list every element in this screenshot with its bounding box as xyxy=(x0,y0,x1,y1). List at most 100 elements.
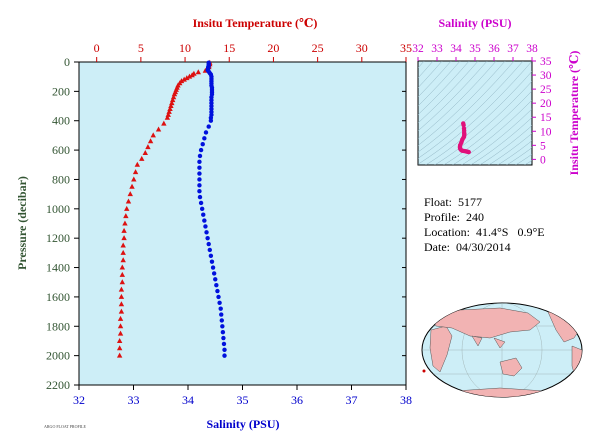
pressure-tick-label: 200 xyxy=(52,84,70,98)
ts-salinity-tick-label: 33 xyxy=(431,43,443,55)
ts-temperature-tick-label: 5 xyxy=(540,140,546,152)
temperature-tick-label: 5 xyxy=(138,41,144,55)
salinity-point xyxy=(215,288,220,294)
temperature-point xyxy=(171,91,178,97)
temperature-point xyxy=(116,345,123,351)
temperature-point xyxy=(139,155,145,161)
float-location-marker xyxy=(422,369,426,373)
ts-salinity-tick-label: 32 xyxy=(412,43,424,55)
temperature-point xyxy=(116,352,123,358)
density-contour xyxy=(418,61,532,165)
profile-chart: 0 5 10 15 20 25 30 35 32 33 34 35 36 37 38 0 200 400 600 80… xyxy=(15,16,412,431)
salinity-point xyxy=(206,241,211,247)
salinity-point xyxy=(211,271,217,276)
temperature-point xyxy=(117,323,124,329)
float-id: Float: 5177 xyxy=(424,195,483,209)
salinity-point xyxy=(197,194,203,200)
salinity-point xyxy=(208,118,214,123)
salinity-point xyxy=(203,224,208,229)
temperature-point xyxy=(150,132,156,138)
salinity-point xyxy=(206,124,211,129)
salinity-point xyxy=(203,130,209,135)
density-contour xyxy=(470,117,532,165)
temperature-axis-title: Insitu Temperature (℃) xyxy=(193,16,318,30)
salinity-point xyxy=(199,206,205,212)
date: Date: 04/30/2014 xyxy=(424,240,511,254)
contour-lines xyxy=(418,61,532,165)
temperature-point xyxy=(161,120,167,126)
salinity-point xyxy=(205,235,210,241)
pressure-tick-label: 400 xyxy=(52,114,70,128)
salinity-point xyxy=(219,312,224,317)
salinity-point xyxy=(207,247,212,253)
density-contour xyxy=(418,61,515,153)
profile-marks xyxy=(116,59,227,358)
salinity-point xyxy=(217,300,222,305)
temperature-point xyxy=(169,97,176,103)
temperature-point xyxy=(124,205,130,211)
density-contour xyxy=(418,61,506,146)
temperature-point xyxy=(121,235,127,241)
temperature-tick-label: 35 xyxy=(400,41,412,55)
salinity-point xyxy=(222,347,227,352)
salinity-tick-label: 35 xyxy=(237,393,249,407)
salinity-point xyxy=(201,212,206,217)
temperature-point xyxy=(132,169,139,175)
salinity-point xyxy=(197,171,202,176)
salinity-tick-label: 33 xyxy=(128,393,140,407)
temperature-point xyxy=(117,330,124,336)
temperature-point xyxy=(155,126,162,132)
temperature-point xyxy=(134,161,141,167)
temperature-point xyxy=(119,279,126,285)
salinity-tick-label: 38 xyxy=(400,393,412,407)
temperature-tick-label: 30 xyxy=(356,41,368,55)
temperature-point xyxy=(169,100,175,106)
pressure-tick-label: 600 xyxy=(52,143,70,157)
salinity-point xyxy=(221,341,227,347)
ts-temperature-tick-label: 30 xyxy=(540,70,552,82)
temperature-point xyxy=(181,76,187,82)
temperature-point xyxy=(184,75,190,81)
ts-temperature-tick-label: 0 xyxy=(540,154,546,166)
salinity-point xyxy=(202,218,207,223)
salinity-point xyxy=(200,142,205,147)
pressure-tick-label: 2200 xyxy=(46,378,70,392)
salinity-tick-label: 36 xyxy=(291,393,303,407)
temperature-point xyxy=(123,213,129,219)
salinity-point xyxy=(219,318,224,323)
ts-axes: 32 33 34 35 36 37 38 0 5 10 15 20 25 30 35 xyxy=(412,43,552,166)
salinity-point xyxy=(198,147,204,153)
pressure-tick-label: 1800 xyxy=(46,319,70,333)
temperature-point xyxy=(120,257,126,263)
world-map xyxy=(421,302,583,398)
ts-temperature-tick-label: 20 xyxy=(540,98,552,110)
pressure-tick-label: 0 xyxy=(64,55,70,69)
pressure-tick-label: 2000 xyxy=(46,349,70,363)
temperature-point xyxy=(119,264,126,270)
ts-salinity-tick-label: 36 xyxy=(488,43,500,55)
ts-temperature-title: Insitu Temperature (℃) xyxy=(567,51,581,176)
temperature-point xyxy=(170,94,177,100)
temperature-point xyxy=(129,183,135,189)
salinity-point xyxy=(198,200,204,206)
density-contour xyxy=(506,147,532,165)
pressure-tick-label: 1200 xyxy=(46,231,70,245)
density-contour xyxy=(425,70,532,165)
ts-salinity-tick-label: 35 xyxy=(469,43,481,55)
salinity-point xyxy=(202,136,207,141)
salinity-point xyxy=(204,230,209,235)
density-contour xyxy=(418,61,479,124)
salinity-point xyxy=(197,159,202,165)
salinity-axis-title: Salinity (PSU) xyxy=(206,417,279,431)
continents xyxy=(429,307,582,397)
density-contour xyxy=(497,140,532,165)
temperature-point xyxy=(195,69,202,75)
pressure-tick-label: 800 xyxy=(52,172,70,186)
temperature-point xyxy=(119,271,126,277)
density-contours xyxy=(418,61,532,165)
salinity-tick-label: 34 xyxy=(182,393,194,407)
ts-point xyxy=(466,149,471,155)
temperature-point xyxy=(168,103,174,109)
density-contour xyxy=(488,133,532,165)
float-info: Float: 5177 Profile: 240 Location: 41.4°… xyxy=(424,195,545,255)
